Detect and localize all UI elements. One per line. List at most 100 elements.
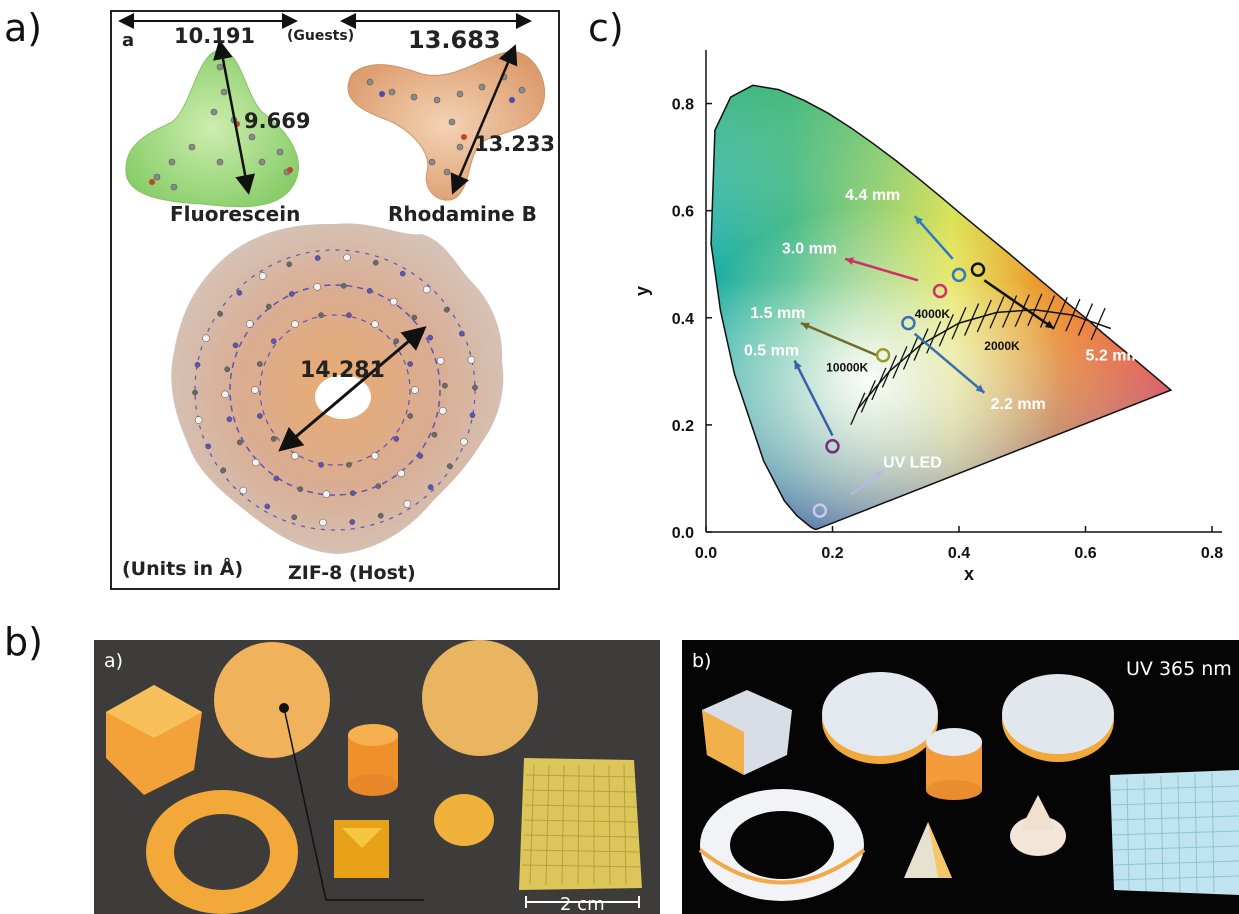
zif8-atom (403, 500, 412, 508)
zif8-atom (436, 357, 445, 365)
cylinder-object-uv (926, 728, 982, 800)
chromaticity-point (825, 439, 840, 454)
y-tick-label: 0.0 (672, 525, 694, 542)
zif8-atom (236, 290, 243, 296)
x-axis-label: x (964, 564, 974, 584)
chromaticity-point (901, 315, 916, 331)
zif8-atom (407, 361, 414, 367)
zif8-atom (397, 469, 405, 478)
isotherm-tick (1052, 297, 1068, 330)
shift-arrow (844, 257, 919, 282)
isotherm-tick (913, 328, 929, 361)
zif8-atom (411, 386, 419, 394)
zif8-atom (221, 390, 229, 399)
cone-object-uv (1010, 795, 1066, 856)
y-tick-label: 0.2 (672, 418, 694, 435)
cie-chart-svg: 0.0 0.2 0.4 0.6 0.8 0.0 0.2 0.4 0.6 0.8 x y 10000K 4… (632, 50, 1223, 584)
pyramid-object-uv (904, 822, 952, 878)
y-tick-label: 0.6 (672, 204, 694, 221)
isotherm-tick (938, 314, 954, 347)
uv-wavelength-label: UV 365 nm (1126, 658, 1232, 680)
chromaticity-point (951, 267, 967, 283)
shift-arrowhead (794, 360, 802, 370)
disc-object-2 (422, 640, 538, 756)
zif8-atom (270, 436, 277, 442)
zif8-atom (349, 519, 356, 525)
zif8-atom (411, 314, 418, 321)
zif8-atom (375, 483, 382, 489)
pointer-line (283, 707, 424, 901)
zif8-atom (467, 356, 476, 364)
zif8-atom (389, 297, 398, 306)
cct-label: 10000K (826, 360, 868, 374)
zif8-atom (318, 312, 324, 319)
zif8-atom (194, 361, 201, 368)
planckian-locus (857, 308, 1112, 410)
photo-ambient-light: a) 2 cm (94, 640, 660, 914)
zif8-atom (286, 261, 293, 268)
zif8-atom (377, 512, 384, 519)
isotherm-tick (926, 321, 942, 354)
zif8-atom (407, 413, 414, 419)
zif8-atom (366, 287, 373, 294)
cct-label: 4000K (915, 307, 951, 321)
panel-label-b: b) (4, 620, 43, 664)
zif8-atom (256, 413, 263, 419)
rhodamine-molecule (347, 51, 546, 201)
zif8-atom (252, 458, 260, 467)
isotherm-tick (860, 380, 876, 413)
y-tick-label: 0.8 (672, 97, 694, 114)
shift-arrowhead (874, 470, 884, 479)
units-label: (Units in Å) (122, 558, 244, 580)
shift-arrow (913, 215, 954, 260)
x-tick-label: 0.6 (1074, 545, 1096, 562)
zif8-atom (245, 320, 254, 328)
shift-arrow (983, 279, 1055, 330)
zif8-atom (205, 443, 212, 450)
isotherm-tick (1077, 303, 1094, 336)
x-tick-label: 0.4 (948, 545, 970, 562)
zif8-host-structure (171, 223, 504, 555)
shift-arrow (793, 360, 834, 437)
guests-label: (Guests) (287, 28, 355, 44)
zif8-atom (319, 518, 327, 527)
rhodamine-height-arrow (450, 44, 518, 195)
zif8-atoms (192, 253, 478, 527)
cube-object (106, 685, 202, 795)
zif8-atom (346, 312, 352, 319)
zif8-atom (427, 484, 434, 490)
point-label: 0.5 mm (744, 342, 799, 359)
isotherm-tick (964, 303, 980, 336)
rhodamine-height-value: 13.233 (474, 132, 556, 156)
isotherm-tick (951, 306, 967, 340)
zif8-atom (251, 386, 259, 394)
zif8-atom (346, 461, 352, 468)
isotherm-tick (850, 392, 866, 426)
panel-a-sub-label: a (122, 30, 135, 51)
shift-arrowhead (845, 257, 855, 265)
zif8-atom (192, 389, 198, 396)
point-label: UV LED (883, 455, 942, 472)
shift-arrow (800, 321, 878, 357)
printed-objects-uv (682, 640, 1239, 914)
ring-object (146, 790, 298, 914)
isotherm-tick (976, 299, 992, 333)
molecules-illustration (118, 13, 546, 555)
cie-chromaticity-chart: 0.0 0.2 0.4 0.6 0.8 0.0 0.2 0.4 0.6 0.8 x y 10000K 4… (600, 20, 1239, 600)
fluorescein-width-value: 10.191 (174, 24, 256, 48)
rhodamine-width-value: 13.683 (408, 26, 501, 54)
molecular-structures-panel: a 10.191 (Guests) 13.683 9.669 13.233 Fl… (110, 10, 560, 590)
zif8-atom (194, 416, 203, 424)
zif8-atom (422, 285, 431, 294)
fluorescein-height-value: 9.669 (244, 109, 311, 133)
cct-label: 2000K (984, 339, 1020, 353)
zif8-atom (469, 412, 476, 419)
isotherm-tick (989, 296, 1005, 329)
x-tick-label: 0.2 (821, 545, 843, 562)
zif8-atom (371, 320, 379, 328)
zif8-atom (349, 490, 356, 496)
shift-arrowhead (914, 216, 924, 225)
disc-object-uv-1 (822, 672, 938, 764)
fluorescein-height-arrow (213, 39, 256, 195)
y-axis-label: y (632, 286, 652, 296)
